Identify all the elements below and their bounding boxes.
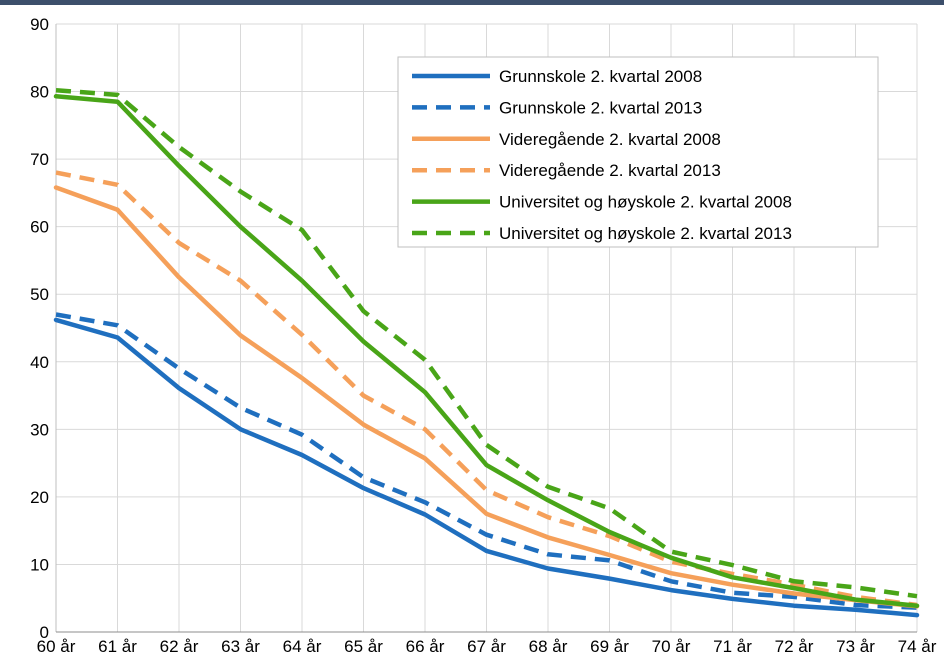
legend-label-5: Universitet og høyskole 2. kvartal 2013	[499, 224, 792, 243]
x-axis-ticks: 60 år 61 år 62 år 63 år 64 år 65 år 66 år 67 år…	[37, 637, 937, 656]
legend-box	[397, 56, 879, 248]
x-tick-label-11: 71 år	[713, 637, 752, 656]
chart-axes	[55, 24, 917, 633]
series-line-3	[55, 170, 918, 608]
y-tick-label-20: 20	[30, 488, 49, 507]
y-tick-label-90: 90	[30, 15, 49, 34]
series-line-4	[53, 94, 920, 608]
series-line-2	[53, 185, 920, 609]
y-tick-label-60: 60	[30, 218, 49, 237]
series-line-0	[53, 317, 920, 618]
legend-label-2: Videregående 2. kvartal 2008	[499, 130, 721, 149]
x-tick-label-2: 62 år	[160, 637, 199, 656]
y-tick-label-40: 40	[30, 353, 49, 372]
legend-label-3: Videregående 2. kvartal 2013	[499, 161, 721, 180]
x-tick-label-7: 67 år	[467, 637, 506, 656]
y-axis-ticks: 0 10 20 30 40 50 60 70 80 90	[30, 15, 49, 642]
legend-label-1: Grunnskole 2. kvartal 2013	[499, 98, 702, 117]
legend-label-4: Universitet og høyskole 2. kvartal 2008	[499, 193, 792, 212]
x-tick-label-9: 69 år	[590, 637, 629, 656]
y-tick-label-10: 10	[30, 555, 49, 574]
series-line-1	[55, 312, 918, 610]
top-border-bar	[0, 0, 944, 5]
x-tick-label-0: 60 år	[37, 637, 76, 656]
y-tick-label-80: 80	[30, 83, 49, 102]
y-tick-label-0: 0	[40, 623, 49, 642]
series-line-5	[55, 87, 918, 599]
x-tick-label-5: 65 år	[344, 637, 383, 656]
x-tick-label-6: 66 år	[406, 637, 445, 656]
x-tick-label-1: 61 år	[98, 637, 137, 656]
legend-label-0: Grunnskole 2. kvartal 2008	[499, 67, 702, 86]
y-tick-label-70: 70	[30, 150, 49, 169]
x-tick-label-4: 64 år	[283, 637, 322, 656]
x-tick-label-8: 68 år	[529, 637, 568, 656]
x-tick-label-10: 70 år	[652, 637, 691, 656]
y-tick-label-30: 30	[30, 420, 49, 439]
x-tick-label-3: 63 år	[221, 637, 260, 656]
x-tick-label-13: 73 år	[836, 637, 875, 656]
x-tick-label-14: 74 år	[898, 637, 937, 656]
chart-series	[53, 87, 920, 618]
chart-legend: Grunnskole 2. kvartal 2008 Grunnskole 2. …	[397, 56, 879, 248]
y-tick-label-50: 50	[30, 285, 49, 304]
x-tick-label-12: 72 år	[775, 637, 814, 656]
